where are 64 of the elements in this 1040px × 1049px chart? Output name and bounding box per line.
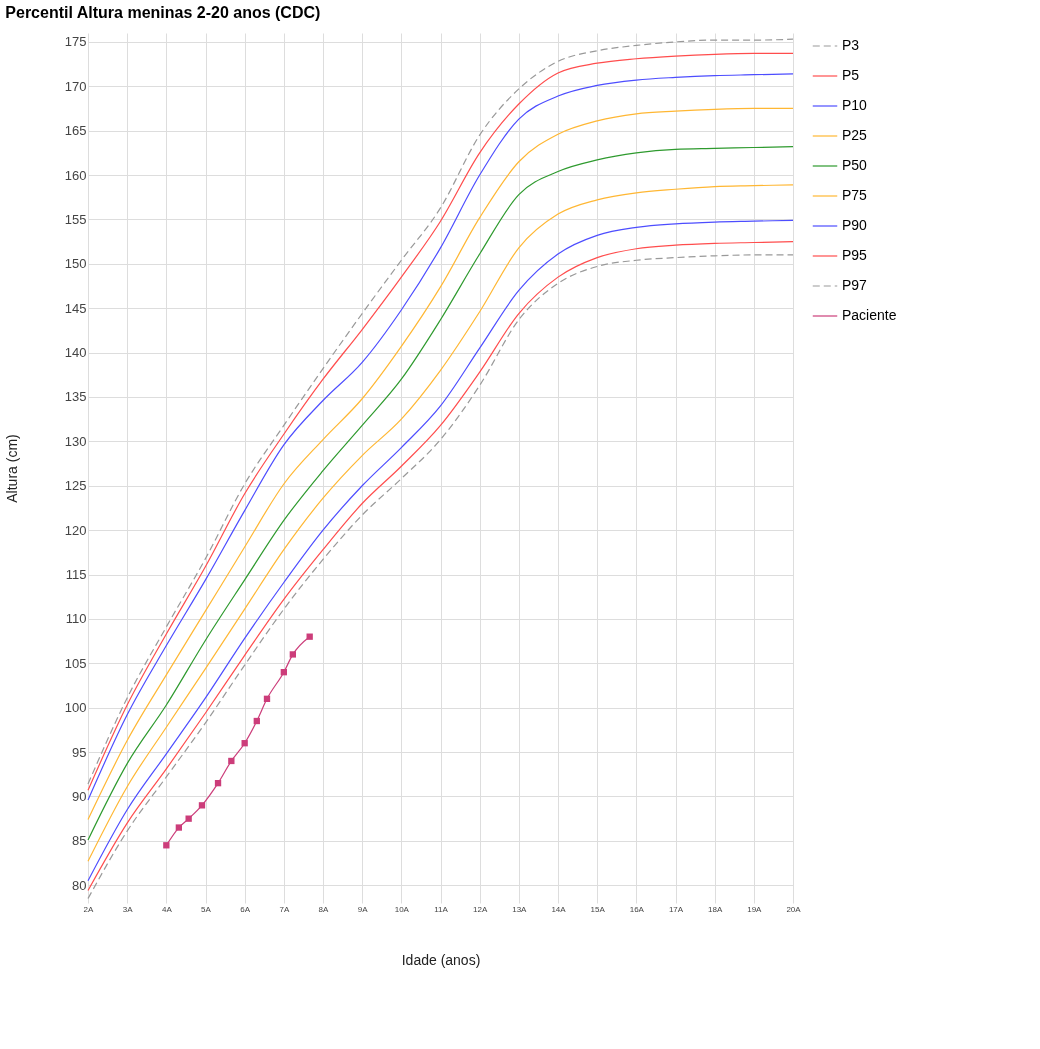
legend-label: P50 [842, 157, 868, 173]
y-tick-label: 115 [65, 567, 87, 583]
y-tick-label: 170 [64, 78, 87, 94]
y-tick-label: 80 [72, 877, 87, 893]
x-tick-label: 16A [629, 904, 645, 914]
point [228, 757, 235, 765]
y-axis-title: Altura (cm) [3, 434, 20, 503]
legend-label: P10 [842, 97, 868, 113]
x-tick-label: 4A [161, 904, 173, 914]
point [241, 740, 248, 747]
x-tick-label: 15A [590, 904, 606, 914]
chart-title: Percentil Altura meninas 2-20 anos (CDC) [5, 4, 321, 21]
legend-label: P25 [842, 127, 868, 143]
y-tick-label: 175 [64, 34, 87, 50]
point [280, 669, 287, 676]
x-tick-label: 14A [551, 904, 567, 914]
x-tick-label: 5A [201, 904, 212, 914]
x-tick-label: 9A [357, 904, 369, 914]
point [163, 842, 170, 849]
y-tick-label: 110 [65, 611, 87, 627]
x-tick-label: 7A [279, 904, 290, 914]
x-tick-label: 19A [747, 904, 763, 914]
x-axis-title: Idade (anos) [401, 951, 481, 968]
y-tick-label: 150 [64, 256, 87, 272]
point [289, 651, 296, 658]
legend-label: P90 [842, 217, 868, 233]
point [306, 633, 313, 640]
x-tick-label: 17A [668, 904, 684, 914]
x-tick-label: 8A [318, 904, 330, 914]
y-tick-label: 120 [64, 522, 87, 538]
legend-label: P95 [842, 247, 868, 263]
y-tick-label: 135 [64, 389, 87, 405]
point [253, 717, 260, 725]
y-tick-label: 85 [72, 833, 87, 849]
point [214, 779, 222, 787]
y-tick-label: 140 [64, 345, 87, 361]
x-tick-label: 3A [122, 904, 134, 914]
point [263, 695, 271, 702]
y-tick-label: 100 [64, 700, 87, 716]
x-tick-label: 13A [512, 904, 528, 914]
x-tick-label: 10A [394, 904, 410, 914]
y-tick-label: 125 [64, 478, 87, 494]
legend-label: P75 [842, 187, 868, 203]
y-tick-label: 105 [64, 655, 87, 671]
point [198, 802, 206, 809]
legend-label: P97 [842, 277, 868, 293]
y-tick-label: 160 [64, 167, 87, 183]
point [175, 824, 183, 831]
y-tick-label: 130 [64, 433, 87, 449]
legend-label: Paciente [842, 307, 897, 323]
x-tick-label: 6A [240, 904, 251, 914]
y-tick-label: 165 [64, 123, 87, 139]
y-tick-label: 145 [64, 300, 87, 316]
x-tick-label: 11A [434, 904, 449, 914]
y-tick-label: 90 [72, 788, 87, 804]
y-tick-label: 95 [72, 744, 87, 760]
x-tick-label: 2A [83, 904, 95, 914]
point [185, 815, 192, 822]
legend-label: P5 [842, 67, 860, 83]
legend-label: P3 [842, 37, 860, 53]
x-tick-label: 12A [473, 904, 488, 914]
x-tick-label: 20A [786, 904, 802, 914]
y-tick-label: 155 [64, 211, 87, 227]
x-tick-label: 18A [708, 904, 723, 914]
